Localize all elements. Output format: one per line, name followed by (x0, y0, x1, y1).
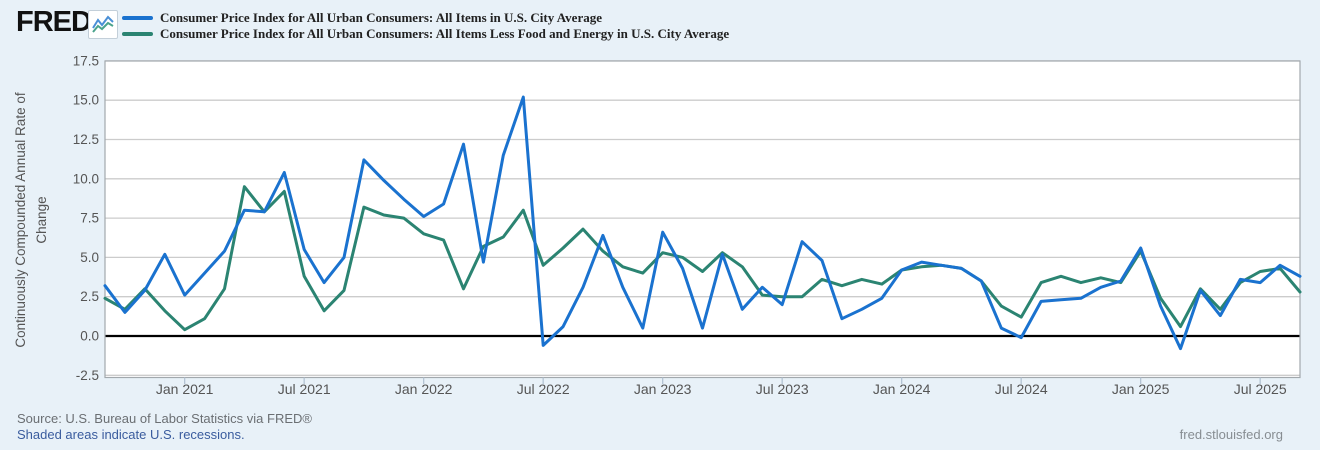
y-tick-label: 10.0 (73, 171, 99, 186)
x-tick-label: Jul 2025 (1234, 381, 1287, 397)
y-tick-label: 2.5 (80, 289, 99, 304)
legend-item-all-items: Consumer Price Index for All Urban Consu… (122, 10, 729, 25)
x-tick-label: Jul 2023 (756, 381, 809, 397)
y-tick-label: 12.5 (73, 132, 99, 147)
y-tick-label: -2.5 (76, 368, 99, 383)
source-note: Source: U.S. Bureau of Labor Statistics … (17, 411, 312, 426)
series-line-core (103, 185, 1302, 332)
x-tick-label: Jan 2023 (634, 381, 692, 397)
x-tick-label: Jul 2022 (517, 381, 570, 397)
recessions-link[interactable]: Shaded areas indicate U.S. recessions. (17, 427, 245, 442)
x-tick-label: Jan 2022 (395, 381, 453, 397)
y-tick-label: 0.0 (80, 329, 99, 344)
plot-area[interactable] (105, 61, 1300, 378)
x-tick-label: Jan 2021 (156, 381, 214, 397)
header: FRED® Consumer Price Index for All Urban… (0, 0, 1320, 52)
legend-swatch-core (122, 31, 153, 36)
x-tick-label: Jul 2024 (995, 381, 1048, 397)
legend-swatch-all-items (122, 15, 153, 20)
plot-frame (104, 60, 1301, 379)
site-url: fred.stlouisfed.org (1179, 427, 1283, 442)
legend-item-core: Consumer Price Index for All Urban Consu… (122, 26, 729, 41)
legend-label-core[interactable]: Consumer Price Index for All Urban Consu… (160, 25, 730, 41)
x-tick-label: Jul 2021 (278, 381, 331, 397)
y-tick-label: 7.5 (80, 211, 99, 226)
y-tick-label: 5.0 (80, 250, 99, 265)
y-tick-label: 17.5 (73, 53, 99, 68)
fred-logo-text: FRED (16, 6, 92, 38)
legend-label-all-items[interactable]: Consumer Price Index for All Urban Consu… (160, 9, 602, 25)
y-tick-label: 15.0 (73, 93, 99, 108)
x-tick-label: Jan 2024 (873, 381, 931, 397)
x-tick-label: Jan 2025 (1112, 381, 1170, 397)
series-line-all-items (103, 95, 1302, 351)
line-chart-icon (88, 10, 118, 39)
legend: Consumer Price Index for All Urban Consu… (122, 10, 729, 42)
